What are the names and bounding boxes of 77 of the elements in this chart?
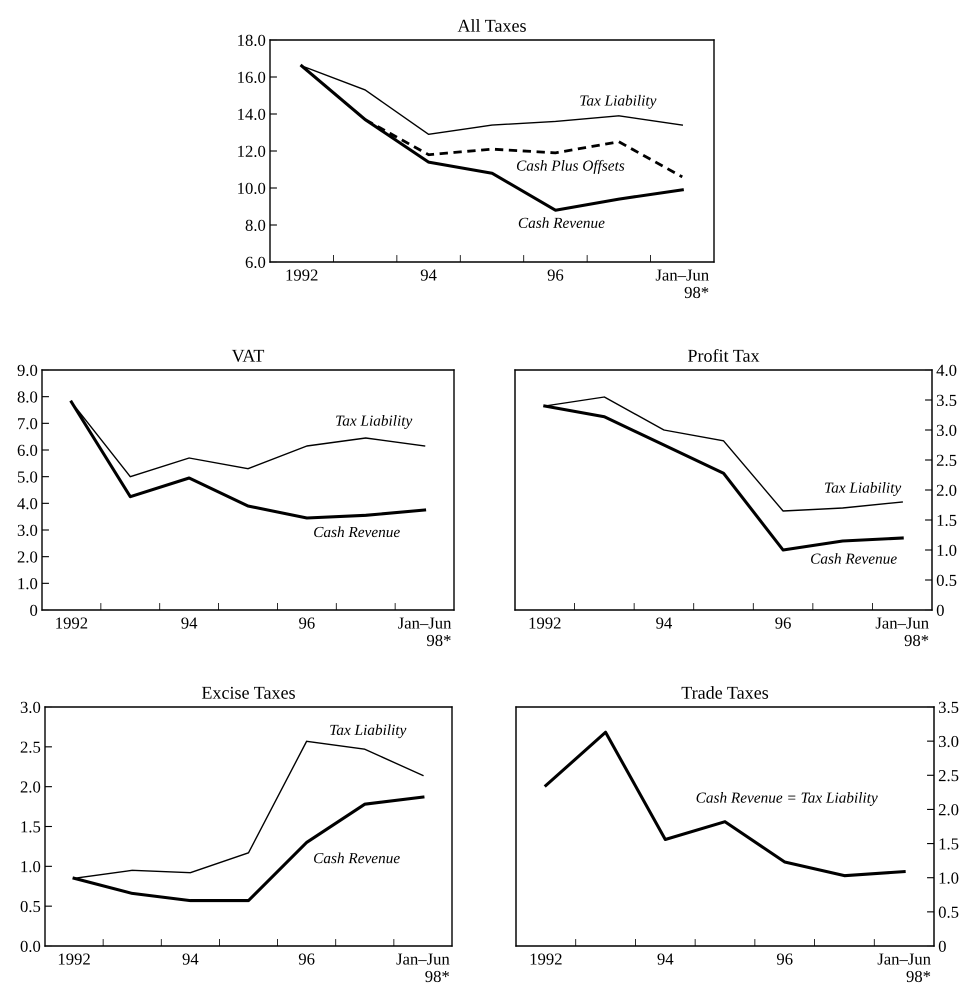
x-tick-label: 1992: [286, 269, 318, 281]
y2-tick-label: 3.5: [936, 394, 956, 406]
x-tick-label: 96: [775, 617, 791, 629]
x-tick-label: Jan–Jun 98*: [656, 270, 709, 298]
series-label: Cash Revenue: [518, 217, 605, 228]
x-tick-label: 94: [420, 269, 437, 281]
y2-tick-label: 1.5: [940, 838, 958, 850]
y2-tick-label: 1.5: [938, 514, 956, 526]
y2-tick-label: 0: [936, 604, 944, 616]
y-tick-label: 2.0: [20, 781, 40, 793]
y-tick-label: 8.0: [18, 391, 38, 403]
y2-tick-label: 2.0: [938, 804, 958, 816]
chart-title: Excise Taxes: [202, 686, 295, 699]
x-tick-label: Jan–Jun 98*: [876, 618, 929, 646]
series-label: Cash Revenue: [314, 852, 400, 864]
series-label: Cash Revenue = Tax Liability: [696, 792, 878, 806]
chart-title: VAT: [232, 350, 264, 362]
y2-tick-label: 3.0: [936, 424, 956, 436]
series-label: Tax Liability: [580, 94, 656, 109]
y-tick-label: 5.0: [18, 471, 38, 483]
y2-tick-label: 2.5: [938, 770, 958, 782]
y-tick-label: 0.5: [20, 900, 40, 912]
x-tick-label: Jan–Jun 98*: [396, 954, 450, 982]
series-label: Cash Plus Offsets: [516, 160, 624, 174]
y-tick-label: 12.0: [238, 146, 266, 158]
y-tick-label: 2.0: [18, 551, 38, 563]
y2-tick-label: 2.5: [936, 454, 956, 466]
y-tick-label: 3.0: [20, 702, 40, 714]
y-tick-label: 6.0: [18, 444, 38, 456]
series-label: Cash Revenue: [314, 526, 400, 538]
x-tick-label: 96: [776, 953, 793, 965]
y2-tick-label: 0.5: [936, 574, 956, 586]
x-tick-label: Jan–Jun 98*: [878, 954, 931, 982]
y-tick-label: 9.0: [18, 364, 38, 376]
y2-tick-label: 0.5: [938, 906, 958, 918]
x-tick-label: 1992: [56, 617, 88, 629]
y2-tick-label: 1.0: [940, 872, 958, 884]
x-tick-label: 94: [181, 617, 198, 629]
y-tick-label: 3.0: [18, 524, 38, 536]
y-tick-label: 8.0: [246, 220, 266, 232]
x-tick-label: 94: [182, 953, 198, 965]
chart-title: All Taxes: [458, 19, 526, 32]
series-label: Tax Liability: [336, 415, 412, 429]
y-tick-label: 0.0: [20, 940, 40, 952]
y-tick-label: 10.0: [238, 182, 266, 194]
series-label: Tax Liability: [330, 724, 406, 738]
y-tick-label: 6.0: [246, 256, 266, 268]
x-tick-label: 96: [299, 617, 315, 629]
x-tick-label: 1992: [530, 953, 562, 965]
series-label: Cash Revenue: [811, 553, 897, 564]
series-label: Tax Liability: [825, 482, 902, 496]
y2-tick-label: 3.5: [938, 702, 958, 714]
y-tick-label: 7.0: [18, 418, 38, 430]
y-tick-label: 1.5: [21, 821, 40, 833]
y-tick-label: 2.5: [20, 742, 40, 753]
y2-tick-label: 3.0: [938, 736, 958, 748]
y2-tick-label: 0: [938, 940, 946, 952]
y-tick-label: 0: [30, 604, 38, 616]
x-tick-label: Jan–Jun 98*: [398, 618, 452, 646]
x-tick-label: 94: [656, 617, 672, 629]
chart-title: Trade Taxes: [682, 686, 768, 699]
y-tick-label: 1.0: [18, 578, 38, 590]
y-tick-label: 16.0: [238, 72, 266, 84]
x-tick-label: 96: [548, 269, 564, 281]
y-tick-label: 14.0: [238, 108, 266, 120]
y2-tick-label: 2.0: [936, 484, 956, 496]
y-tick-label: 4.0: [17, 498, 38, 510]
x-tick-label: 96: [298, 953, 314, 965]
x-tick-label: 94: [657, 953, 674, 965]
y-tick-label: 18.0: [238, 34, 266, 46]
line-series: [544, 730, 906, 878]
x-tick-label: 1992: [58, 953, 90, 965]
x-tick-label: 1992: [530, 617, 561, 629]
y2-tick-label: 4.0: [936, 364, 956, 376]
chart-title: Profit Tax: [688, 348, 760, 362]
y-tick-label: 1.0: [21, 861, 40, 872]
y2-tick-label: 1.0: [938, 544, 956, 556]
